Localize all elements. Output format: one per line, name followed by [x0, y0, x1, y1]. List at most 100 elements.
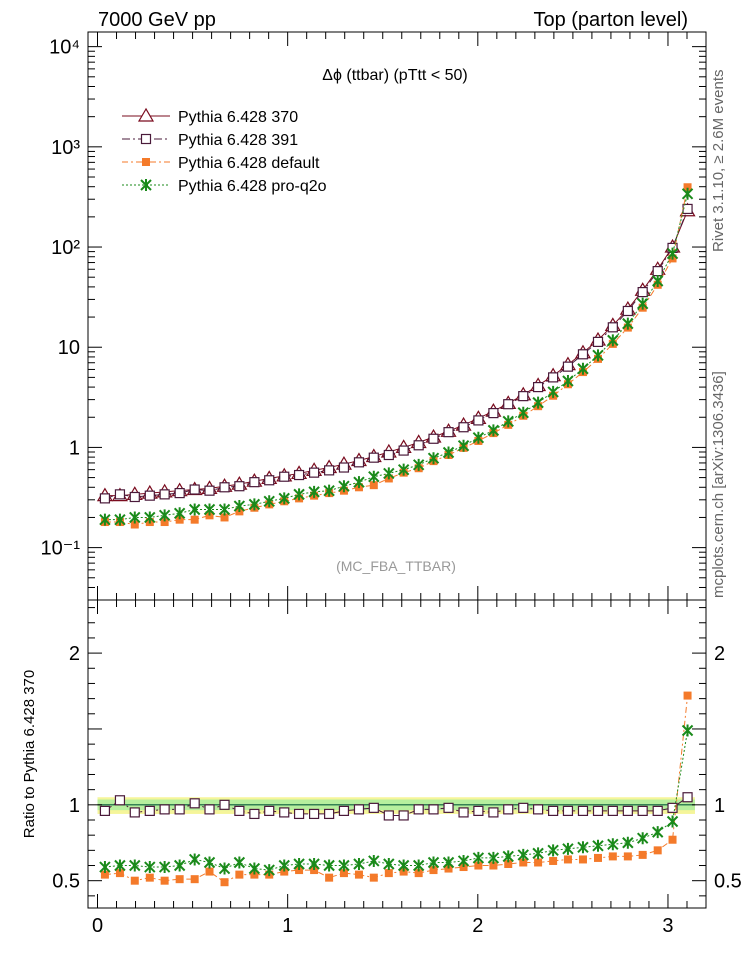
- x-tick-label: 1: [282, 915, 293, 937]
- marker-square-open: [503, 804, 514, 815]
- marker-square-open: [488, 408, 499, 419]
- marker-star: [308, 485, 320, 498]
- series-pythia-6-428-pro-q2o: [99, 187, 694, 526]
- marker-square-open: [144, 490, 155, 501]
- series-line: [104, 730, 689, 871]
- marker-square-open: [353, 457, 365, 468]
- marker-star: [592, 349, 604, 362]
- marker-square-open: [249, 477, 260, 488]
- ratio-y-tick-label-right: 0.5: [714, 871, 742, 893]
- x-tick-label: 2: [472, 915, 483, 937]
- marker-star: [338, 859, 350, 872]
- marker-square-filled: [205, 867, 214, 876]
- marker-square-open: [234, 805, 245, 816]
- marker-square-open: [159, 489, 170, 500]
- marker-square-open: [503, 399, 514, 410]
- marker-star: [233, 500, 246, 513]
- marker-square-open: [562, 805, 574, 816]
- series-line: [104, 208, 689, 499]
- marker-star: [173, 507, 186, 520]
- marker-star: [457, 439, 470, 452]
- marker-square-filled: [130, 876, 139, 885]
- legend-label: Pythia 6.428 391: [178, 132, 298, 149]
- marker-square-filled: [489, 861, 498, 870]
- marker-star: [188, 503, 201, 516]
- marker-square-open: [174, 487, 185, 499]
- marker-square-open: [219, 482, 230, 493]
- marker-square-filled: [369, 481, 378, 490]
- marker-square-open: [368, 802, 379, 813]
- marker-star: [412, 458, 425, 471]
- marker-square-open: [114, 795, 126, 806]
- marker-star: [233, 856, 246, 869]
- marker-square-open: [473, 805, 484, 816]
- marker-square-filled: [220, 513, 229, 522]
- marker-star: [577, 841, 589, 854]
- marker-square-open: [398, 445, 409, 456]
- marker-square-filled: [175, 515, 184, 524]
- marker-square-filled: [280, 867, 289, 876]
- marker-square-open: [99, 493, 111, 504]
- marker-star: [636, 832, 649, 845]
- y-tick-label: 1: [69, 437, 80, 459]
- marker-star: [666, 247, 679, 260]
- marker-square-open: [174, 804, 185, 815]
- marker-star: [607, 838, 619, 851]
- marker-star: [487, 424, 500, 437]
- marker-star: [666, 815, 679, 828]
- marker-square-open: [548, 372, 559, 383]
- marker-square-open: [129, 491, 140, 503]
- marker-star: [442, 446, 455, 459]
- marker-square-filled: [115, 869, 124, 878]
- marker-star: [278, 492, 290, 505]
- marker-square-open: [353, 804, 365, 815]
- marker-square-open: [204, 804, 215, 815]
- marker-square-filled: [175, 875, 184, 884]
- marker-square-filled: [638, 850, 647, 859]
- marker-star: [144, 511, 156, 524]
- marker-star: [158, 509, 171, 522]
- marker-star: [622, 836, 634, 849]
- marker-star: [562, 842, 574, 855]
- marker-star: [577, 362, 589, 375]
- marker-square-open: [219, 799, 230, 810]
- series-pythia-6-428-default: [100, 691, 692, 887]
- marker-square-open: [473, 415, 484, 426]
- marker-square-filled: [399, 867, 408, 876]
- ratio-y-tick-label: 2: [69, 643, 80, 665]
- marker-square-filled: [369, 873, 378, 882]
- marker-square-open: [637, 286, 648, 298]
- marker-square-open: [518, 391, 529, 402]
- marker-square-open: [338, 805, 350, 816]
- marker-square-open: [622, 805, 633, 816]
- marker-star: [263, 495, 275, 508]
- marker-square-filled: [534, 858, 543, 867]
- marker-star: [144, 861, 156, 874]
- series-pythia-6-428-pro-q2o: [99, 724, 694, 877]
- main-y-ticks: 10⁻¹ 1 10 10² 10³ 10⁴: [41, 37, 706, 601]
- marker-star: [278, 859, 290, 872]
- marker-star: [353, 476, 365, 489]
- marker-star: [651, 275, 664, 288]
- marker-star: [368, 854, 380, 867]
- marker-star: [592, 839, 604, 852]
- y-tick-label: 10⁻¹: [41, 538, 81, 560]
- marker-square-open: [189, 798, 200, 809]
- x-tick-label: 3: [662, 915, 673, 937]
- marker-square-open: [114, 489, 126, 500]
- marker-star: [323, 484, 335, 497]
- series-line: [104, 695, 689, 883]
- marker-star: [173, 859, 186, 872]
- marker-star: [203, 856, 216, 869]
- marker-star: [636, 297, 649, 310]
- marker-square-open: [308, 467, 320, 478]
- marker-star: [532, 847, 544, 860]
- marker-square-open: [140, 133, 152, 145]
- marker-star: [651, 826, 664, 839]
- marker-square-open: [548, 805, 559, 816]
- marker-star: [562, 375, 574, 388]
- marker-square-filled: [563, 855, 572, 864]
- marker-square-open: [518, 802, 529, 813]
- marker-square-filled: [683, 183, 692, 192]
